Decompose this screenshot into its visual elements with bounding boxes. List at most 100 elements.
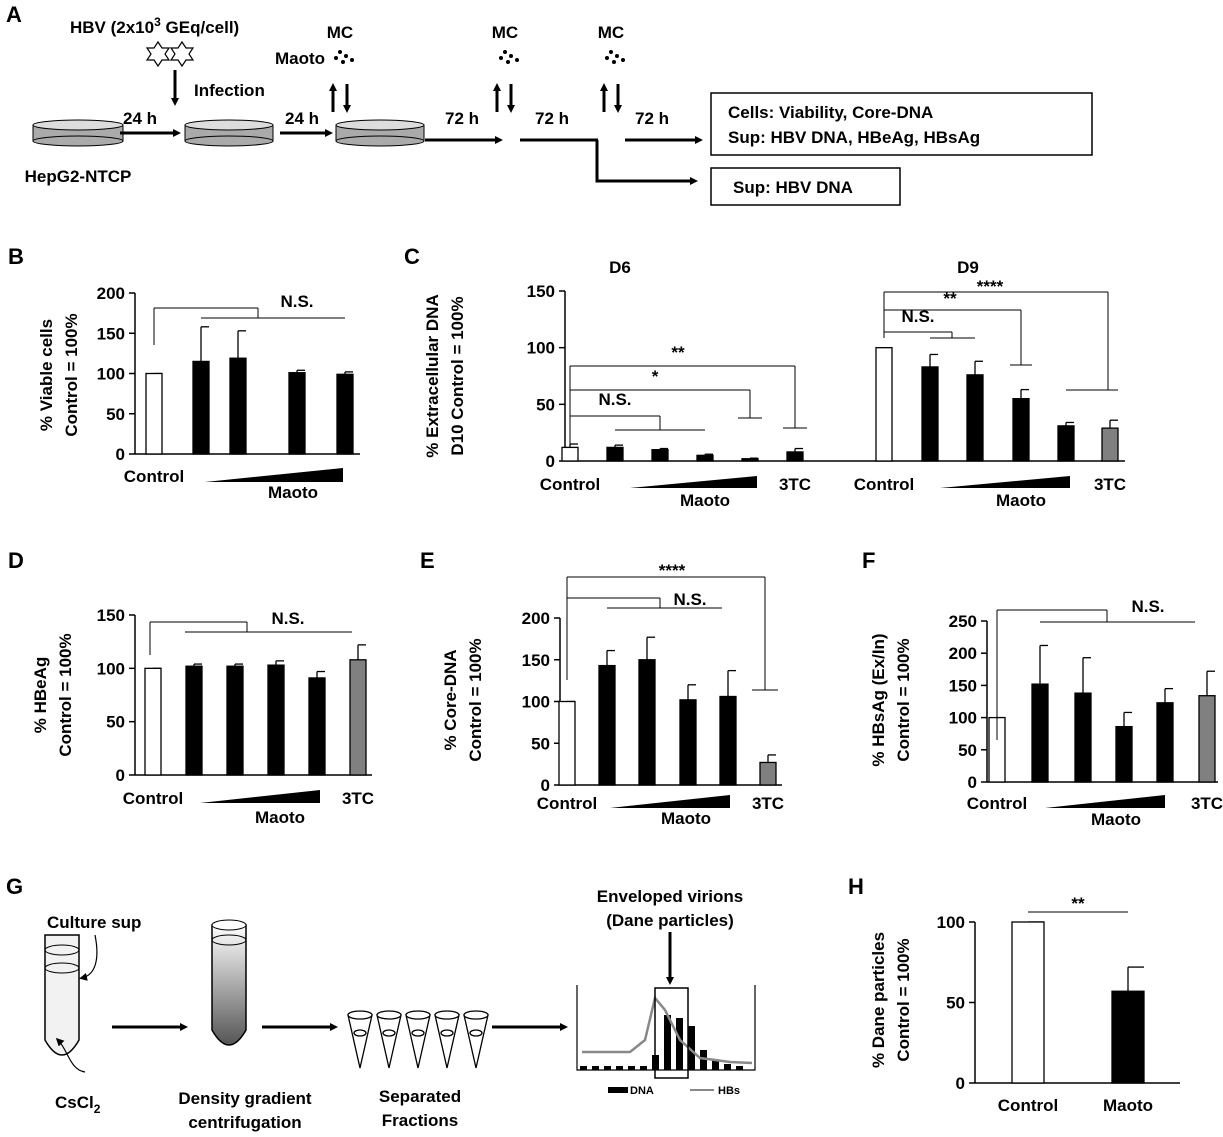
y-tick-label: 250 <box>949 612 977 631</box>
y-tick-label: 200 <box>97 284 125 303</box>
cscl-text: CsCl <box>55 1093 94 1112</box>
panel-label: B <box>8 244 24 269</box>
significance-label: * <box>652 367 659 386</box>
group-title: D9 <box>957 258 979 277</box>
x-tick-label: Control <box>854 475 914 494</box>
tube-layer <box>211 934 247 946</box>
y-axis-label: % Core-DNA <box>441 649 460 750</box>
y-axis-label: Control = 100% <box>894 638 913 761</box>
y-tick-label: 100 <box>97 365 125 384</box>
group-label: Maoto <box>661 809 711 828</box>
y-tick-label: 100 <box>97 659 125 678</box>
fraction-tubes <box>347 1010 489 1069</box>
bar <box>651 449 669 462</box>
bar <box>759 761 777 786</box>
arrow <box>55 1037 86 1073</box>
x-tick-label: 3TC <box>779 475 811 494</box>
y-tick-label: 50 <box>531 734 550 753</box>
y-tick-label: 150 <box>97 606 125 625</box>
bar <box>349 659 367 776</box>
bar <box>1156 702 1174 783</box>
box-text: Cells: Viability, Core-DNA <box>728 103 933 122</box>
significance-label: N.S. <box>1131 597 1164 616</box>
hbv-text: GEq/cell) <box>161 18 239 37</box>
hbv-label: HBV (2x103 GEq/cell) <box>70 15 239 37</box>
step-label: Separated <box>379 1087 461 1106</box>
bar <box>719 695 737 786</box>
bar <box>786 451 804 462</box>
step-label: Culture sup <box>47 913 141 932</box>
dish <box>335 119 425 147</box>
y-axis-label: % Dane particles <box>869 932 888 1068</box>
y-tick-label: 150 <box>97 324 125 343</box>
bar <box>144 667 162 776</box>
mini-line <box>582 995 753 1065</box>
bar <box>226 665 244 776</box>
x-tick-label: Control <box>998 1096 1058 1115</box>
bar <box>606 446 624 462</box>
bar <box>192 360 210 455</box>
bar <box>679 699 697 786</box>
bar <box>145 372 163 455</box>
peak-label: (Dane particles) <box>606 911 734 930</box>
arrow <box>595 140 698 185</box>
y-tick-label: 150 <box>949 676 977 695</box>
bar <box>638 659 656 786</box>
bar <box>1115 725 1133 783</box>
significance-label: **** <box>977 277 1004 296</box>
significance-label: N.S. <box>901 307 934 326</box>
bar <box>598 664 616 786</box>
time-label: 24 h <box>123 109 157 128</box>
y-tick-label: 0 <box>956 1074 965 1093</box>
legend-label: HBs <box>718 1085 740 1097</box>
bar <box>741 458 759 462</box>
y-tick-label: 100 <box>522 693 550 712</box>
bar <box>267 664 285 776</box>
mc-label: MC <box>492 23 518 42</box>
bar <box>1101 427 1119 462</box>
dish <box>184 119 274 147</box>
x-tick-label: 3TC <box>342 789 374 808</box>
y-tick-label: 100 <box>527 339 555 358</box>
x-tick-label: 3TC <box>1191 794 1223 813</box>
y-tick-label: 0 <box>116 766 125 785</box>
y-axis-label: % Viable cells <box>37 319 56 431</box>
time-label: 72 h <box>445 109 479 128</box>
significance-label: ** <box>671 343 685 362</box>
bar <box>1111 990 1145 1084</box>
legend-swatch <box>608 1087 628 1093</box>
mc-arrows <box>329 83 622 113</box>
y-tick-label: 50 <box>106 405 125 424</box>
tube-layer <box>44 944 80 956</box>
bar <box>1074 692 1092 783</box>
y-tick-label: 150 <box>522 651 550 670</box>
box <box>710 167 901 206</box>
significance-label: N.S. <box>280 292 313 311</box>
group-label: Maoto <box>680 491 730 510</box>
y-axis-label: % HBeAg <box>31 657 50 734</box>
mc-label: MC <box>327 23 353 42</box>
group-label: Maoto <box>268 483 318 502</box>
y-tick-label: 0 <box>116 445 125 464</box>
y-tick-label: 100 <box>949 709 977 728</box>
x-tick-label: Control <box>540 475 600 494</box>
y-axis-label: Control = 100% <box>466 638 485 761</box>
significance-label: **** <box>659 561 686 580</box>
y-tick-label: 0 <box>968 773 977 792</box>
y-axis-label: % HBsAg (Ex/In) <box>869 633 888 766</box>
peak-box <box>654 987 689 1079</box>
arrow <box>79 934 98 981</box>
time-label: 72 h <box>535 109 569 128</box>
y-tick-label: 50 <box>946 994 965 1013</box>
dose-triangle <box>205 468 343 482</box>
x-tick-label: Control <box>123 789 183 808</box>
y-tick-label: 200 <box>949 644 977 663</box>
x-tick-label: 3TC <box>752 794 784 813</box>
bar <box>966 374 984 462</box>
step-label: Density gradient <box>178 1089 312 1108</box>
step-label: Fractions <box>382 1111 459 1130</box>
infection-label: Infection <box>194 81 265 100</box>
group-label: Maoto <box>996 491 1046 510</box>
y-axis-label: D10 Control = 100% <box>448 296 467 455</box>
